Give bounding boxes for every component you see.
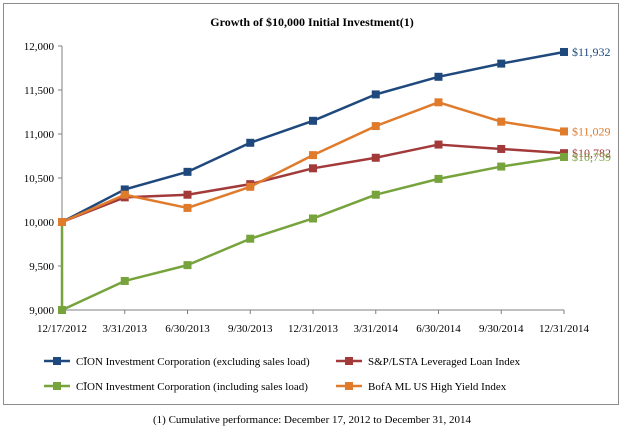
data-point-marker <box>183 190 192 199</box>
data-point-marker <box>120 190 129 199</box>
data-point-marker <box>309 151 317 160</box>
x-tick-label: 12/31/2013 <box>288 323 339 335</box>
x-tick-label: 3/31/2013 <box>102 323 147 335</box>
data-point-marker <box>371 190 380 199</box>
y-tick-label: 10,000 <box>24 217 55 229</box>
series-end-label: $11,932 <box>572 45 611 59</box>
line-chart: Growth of $10,000 Initial Investment(1) … <box>24 15 611 393</box>
end-labels: $11,932 $10,782$10,739 $11,029 <box>572 45 611 164</box>
data-point-marker <box>560 152 568 161</box>
data-point-marker <box>246 182 255 191</box>
data-point-marker <box>560 127 568 136</box>
legend-label: CĪON Investment Corporation (excluding s… <box>76 356 310 368</box>
data-point-marker <box>120 185 129 194</box>
series-end-label: $11,029 <box>572 124 611 138</box>
data-point-marker <box>183 261 192 270</box>
x-tick-label: 6/30/2013 <box>165 323 210 335</box>
x-tick-label: 6/30/2014 <box>416 323 461 335</box>
legend-marker-swatch <box>53 357 61 365</box>
x-tick-label: 12/31/2014 <box>539 323 590 335</box>
data-point-marker <box>434 98 443 107</box>
series-layer <box>58 47 568 314</box>
x-tick-label: 9/30/2014 <box>479 323 524 335</box>
data-point-marker <box>246 138 255 147</box>
y-tick-label: 11,500 <box>24 85 54 97</box>
y-tick-label: 11,000 <box>24 129 54 141</box>
legend-label: S&P/LSTA Leveraged Loan Index <box>368 356 521 368</box>
x-tick-label: 12/17/2012 <box>37 323 87 335</box>
series-end-label: $10,782 <box>572 146 611 160</box>
legend: CĪON Investment Corporation (excluding s… <box>44 356 521 393</box>
data-point-marker <box>246 234 255 243</box>
legend-label: CĪON Investment Corporation (including s… <box>76 381 308 393</box>
data-point-marker <box>371 122 380 131</box>
y-tick-label: 10,500 <box>24 173 55 185</box>
axes: 9,000 9,500 10,000 10,500 11,000 11,500 12,000… <box>24 41 590 335</box>
legend-item: CĪON Investment Corporation (including s… <box>44 381 308 393</box>
data-point-marker <box>497 162 506 171</box>
data-point-marker <box>434 140 443 149</box>
data-point-marker <box>183 203 192 212</box>
data-point-marker <box>434 72 443 81</box>
y-tick-label: 9,500 <box>29 261 54 273</box>
data-point-marker <box>560 47 568 56</box>
data-point-marker <box>497 117 506 126</box>
data-point-marker <box>309 164 317 173</box>
footnote: (1) Cumulative performance: December 17,… <box>153 414 471 426</box>
series-end-label: $10,739 <box>572 150 611 164</box>
data-point-marker <box>371 90 380 99</box>
chart-frame: Growth of $10,000 Initial Investment(1) … <box>3 3 619 405</box>
legend-marker-swatch <box>53 382 61 390</box>
legend-item: BofA ML US High Yield Index <box>336 381 507 393</box>
data-point-marker <box>497 59 506 68</box>
x-tick-label: 9/30/2013 <box>228 323 273 335</box>
x-tick-label: 3/31/2014 <box>353 323 398 335</box>
series-line <box>60 155 565 312</box>
chart-title: Growth of $10,000 Initial Investment(1) <box>210 15 413 29</box>
data-point-marker <box>497 144 506 153</box>
y-tick-label: 12,000 <box>24 41 55 53</box>
legend-item: CĪON Investment Corporation (excluding s… <box>44 356 310 368</box>
data-point-marker <box>309 214 317 223</box>
legend-marker-swatch <box>345 382 353 390</box>
data-point-marker <box>58 306 66 314</box>
legend-marker-swatch <box>345 357 353 365</box>
data-point-marker <box>120 276 129 285</box>
legend-label: BofA ML US High Yield Index <box>368 381 507 393</box>
series-c-on-investment-corporation-excluding-sales-load <box>58 47 568 226</box>
series-c-on-investment-corporation-including-sales-load <box>58 152 568 314</box>
series-bofa-ml-us-high-yield-index <box>58 98 568 226</box>
data-point-marker <box>183 167 192 176</box>
data-point-marker <box>58 218 66 226</box>
data-point-marker <box>434 174 443 183</box>
data-point-marker <box>309 116 317 125</box>
data-point-marker <box>371 153 380 162</box>
y-tick-label: 9,000 <box>29 305 54 317</box>
legend-item: S&P/LSTA Leveraged Loan Index <box>336 356 521 368</box>
